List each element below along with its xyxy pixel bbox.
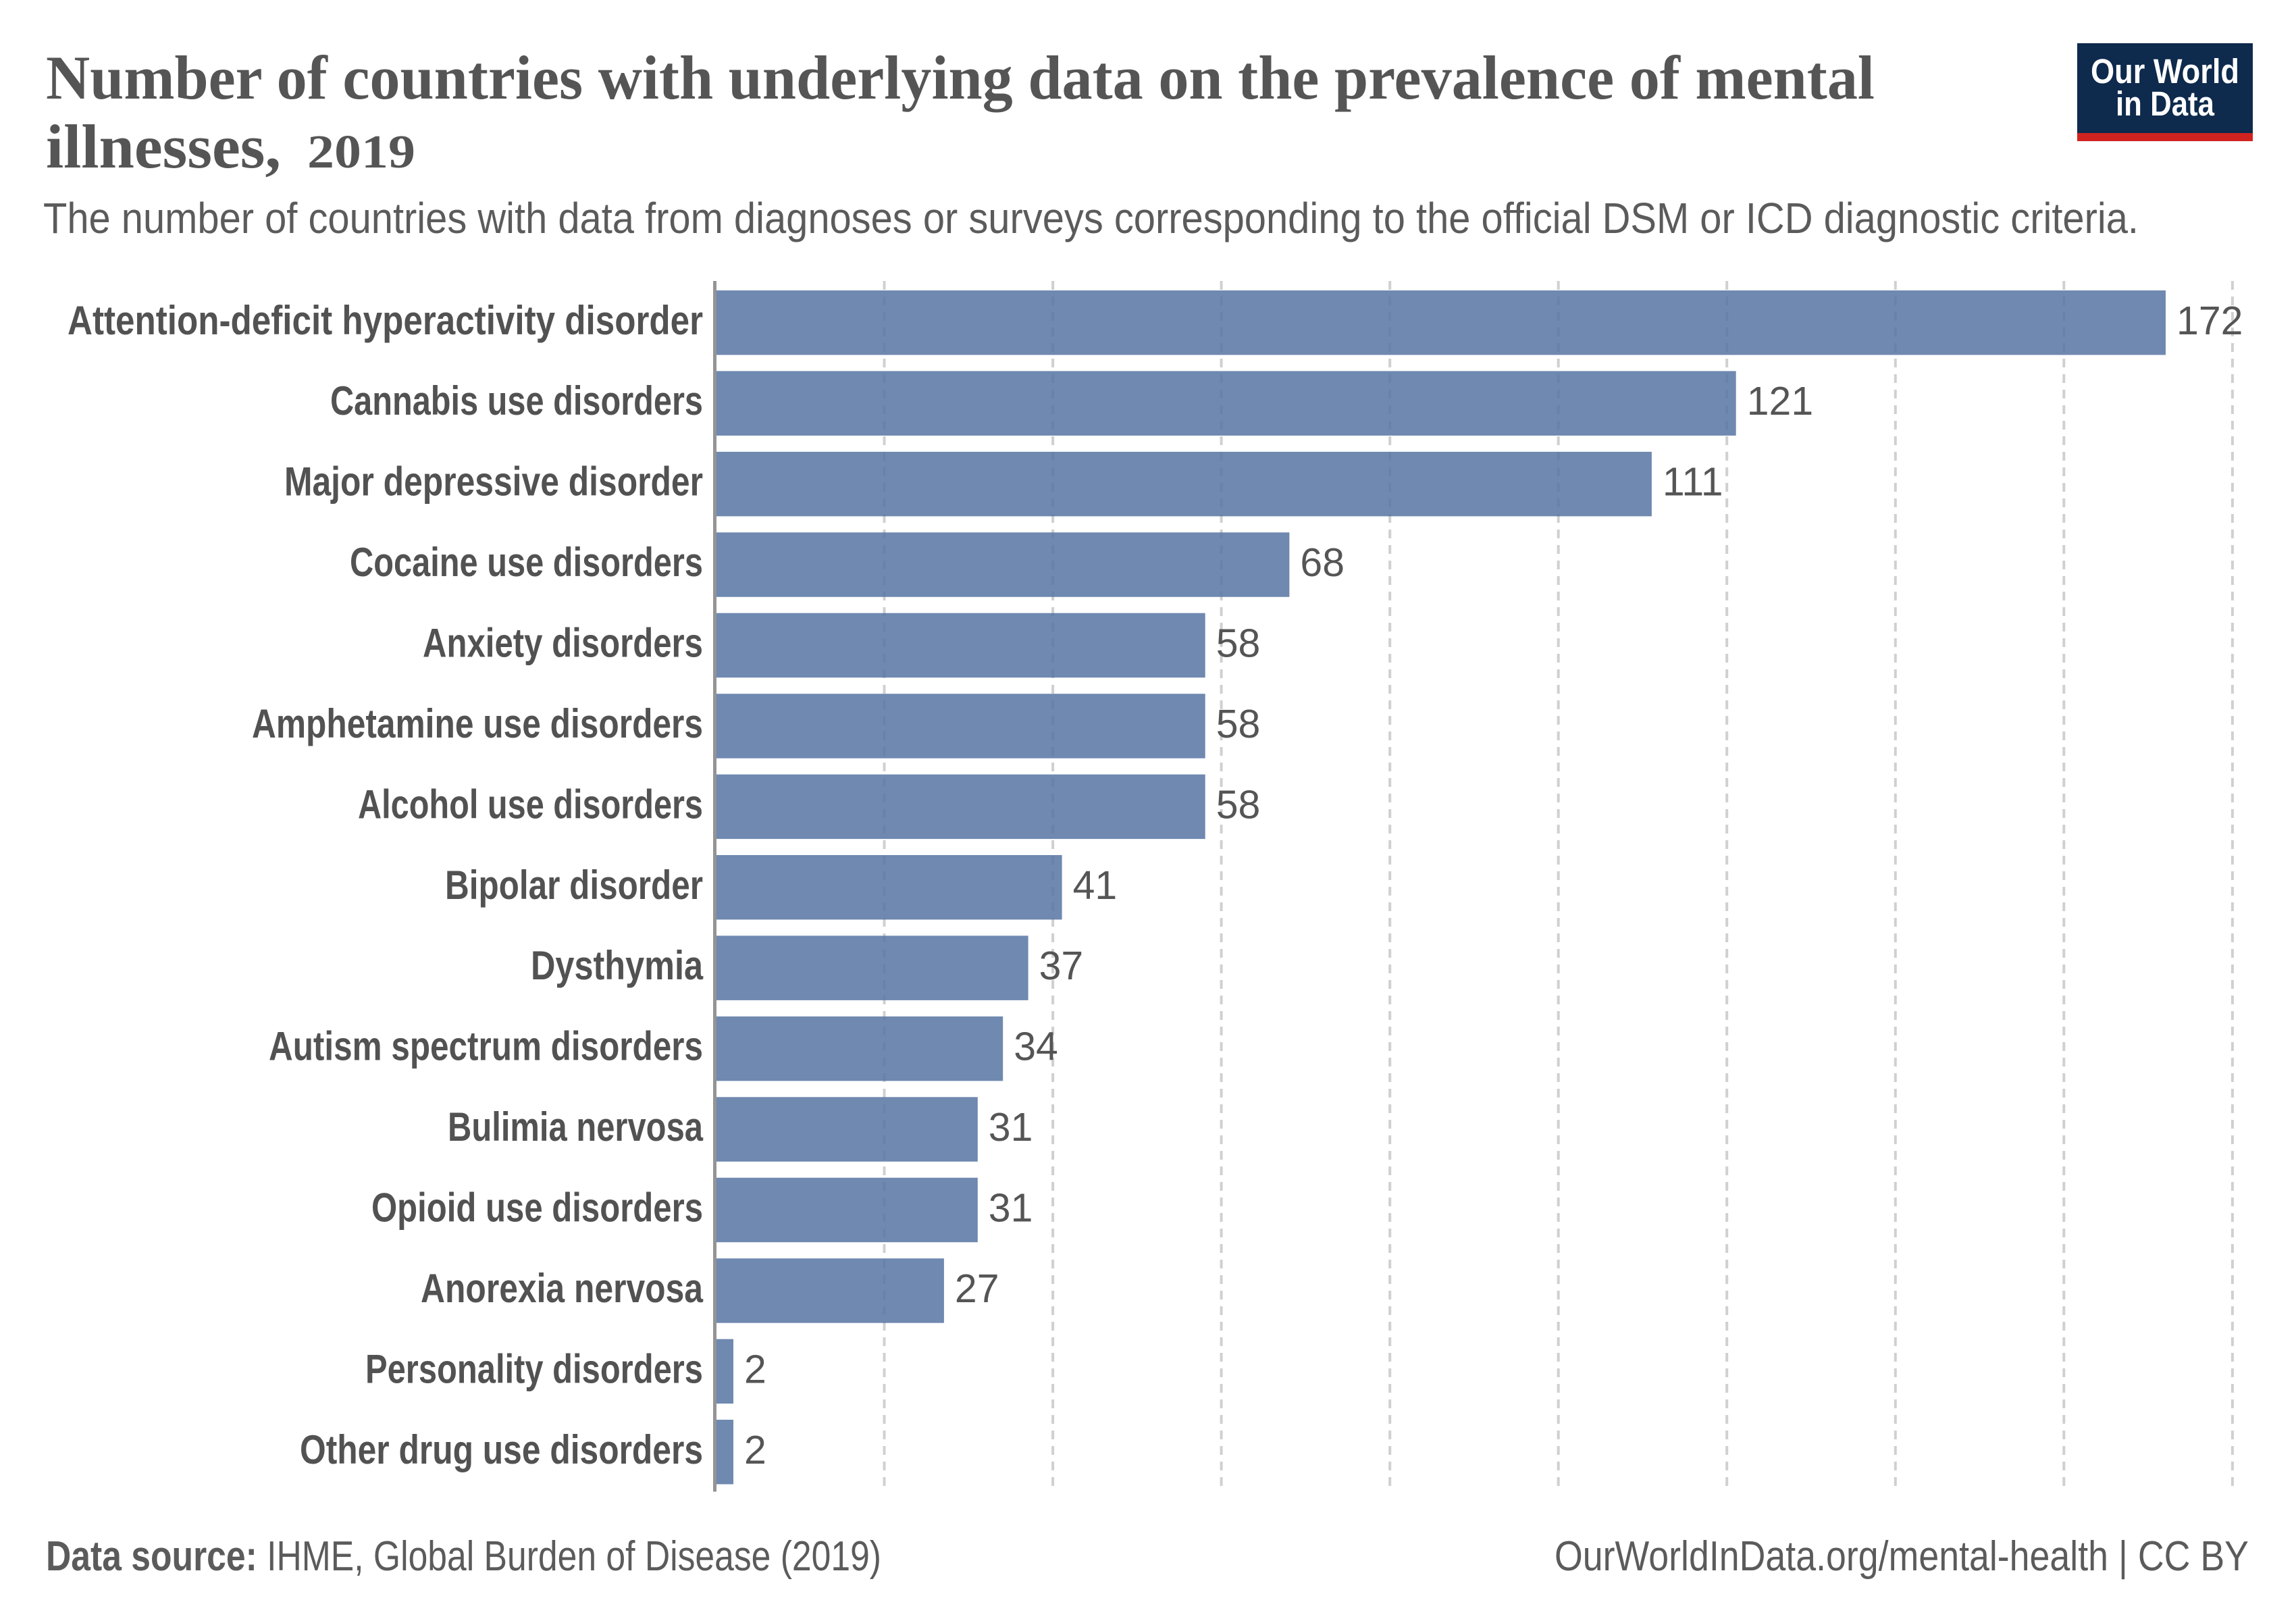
svg-text:Other drug use disorders: Other drug use disorders bbox=[300, 1427, 703, 1472]
svg-text:The number of countries with d: The number of countries with data from d… bbox=[43, 194, 2139, 242]
svg-text:Our World: Our World bbox=[2091, 52, 2239, 91]
svg-text:Dysthymia: Dysthymia bbox=[531, 943, 704, 988]
svg-text:Bipolar disorder: Bipolar disorder bbox=[445, 863, 703, 908]
svg-text:68: 68 bbox=[1300, 540, 1345, 585]
svg-text:illnesses,: illnesses, bbox=[46, 112, 281, 181]
svg-text:in Data: in Data bbox=[2116, 84, 2215, 123]
svg-text:111: 111 bbox=[1663, 460, 1723, 505]
svg-text:OurWorldInData.org/mental-heal: OurWorldInData.org/mental-health | CC BY bbox=[1555, 1533, 2249, 1580]
svg-text:58: 58 bbox=[1216, 621, 1261, 666]
svg-text:121: 121 bbox=[1747, 379, 1813, 423]
svg-text:31: 31 bbox=[989, 1105, 1033, 1150]
svg-text:Opioid use disorders: Opioid use disorders bbox=[371, 1185, 703, 1231]
svg-text:Anorexia nervosa: Anorexia nervosa bbox=[421, 1266, 704, 1311]
svg-text:Amphetamine use disorders: Amphetamine use disorders bbox=[252, 701, 703, 746]
svg-text:Cannabis use disorders: Cannabis use disorders bbox=[330, 378, 703, 423]
svg-text:37: 37 bbox=[1039, 944, 1084, 988]
svg-text:2: 2 bbox=[744, 1428, 766, 1472]
svg-text:41: 41 bbox=[1073, 863, 1118, 908]
svg-text:58: 58 bbox=[1216, 782, 1261, 827]
svg-text:Anxiety disorders: Anxiety disorders bbox=[423, 621, 703, 666]
svg-text:Autism spectrum disorders: Autism spectrum disorders bbox=[269, 1024, 703, 1069]
svg-text:31: 31 bbox=[989, 1186, 1033, 1231]
svg-text:Data source: IHME, Global Burd: Data source: IHME, Global Burden of Dise… bbox=[46, 1533, 881, 1580]
svg-text:Major depressive disorder: Major depressive disorder bbox=[284, 459, 703, 505]
svg-text:2019: 2019 bbox=[307, 126, 415, 178]
svg-text:Bulimia nervosa: Bulimia nervosa bbox=[448, 1104, 704, 1150]
svg-text:2: 2 bbox=[744, 1347, 766, 1391]
svg-text:Number of countries with under: Number of countries with underlying data… bbox=[46, 43, 1875, 112]
svg-text:58: 58 bbox=[1216, 702, 1261, 746]
svg-text:172: 172 bbox=[2176, 299, 2243, 343]
svg-text:Personality disorders: Personality disorders bbox=[365, 1346, 703, 1391]
svg-text:34: 34 bbox=[1014, 1025, 1058, 1069]
svg-text:Cocaine use disorders: Cocaine use disorders bbox=[350, 540, 703, 585]
svg-text:27: 27 bbox=[955, 1266, 999, 1311]
svg-text:Attention-deficit hyperactivit: Attention-deficit hyperactivity disorder bbox=[68, 298, 703, 343]
svg-text:Alcohol use disorders: Alcohol use disorders bbox=[358, 781, 703, 827]
